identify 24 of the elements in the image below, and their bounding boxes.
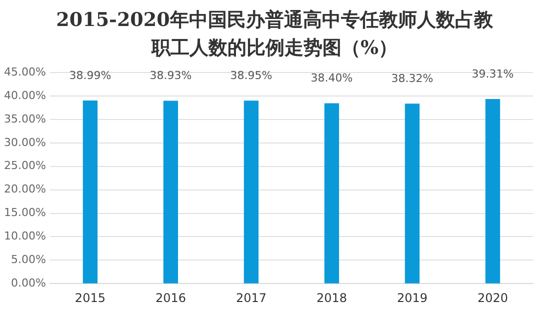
data-label: 38.32% <box>391 72 434 85</box>
y-tick-label: 0.00% <box>10 276 46 290</box>
y-tick-label: 40.00% <box>4 88 46 102</box>
x-tick-label: 2019 <box>396 290 428 305</box>
x-tick-label: 2017 <box>236 290 266 305</box>
y-tick-label: 20.00% <box>4 182 46 196</box>
y-tick-label: 15.00% <box>4 206 46 220</box>
y-tick-label: 10.00% <box>4 230 46 243</box>
x-tick-label: 2018 <box>316 290 347 305</box>
data-label: 38.95% <box>230 68 272 82</box>
data-label: 39.31% <box>472 67 514 80</box>
text: 职工人数的比例走势图（%） <box>151 37 398 59</box>
y-tick-label: 45.00% <box>4 65 46 78</box>
x-tick-label: 2015 <box>74 290 106 305</box>
data-label: 38.40% <box>310 72 353 85</box>
text: 2015-2020年中国民办普通高中专任教师人数占教 <box>56 9 493 31</box>
y-tick-label: 5.00% <box>10 253 46 266</box>
data-label: 38.99% <box>69 68 112 82</box>
y-tick-label: 30.00% <box>4 136 46 149</box>
y-tick-label: 25.00% <box>4 159 46 172</box>
y-tick-label: 35.00% <box>4 112 46 126</box>
data-label: 38.93% <box>150 69 192 82</box>
x-tick-label: 2016 <box>155 290 186 305</box>
x-tick-label: 2020 <box>477 290 508 305</box>
